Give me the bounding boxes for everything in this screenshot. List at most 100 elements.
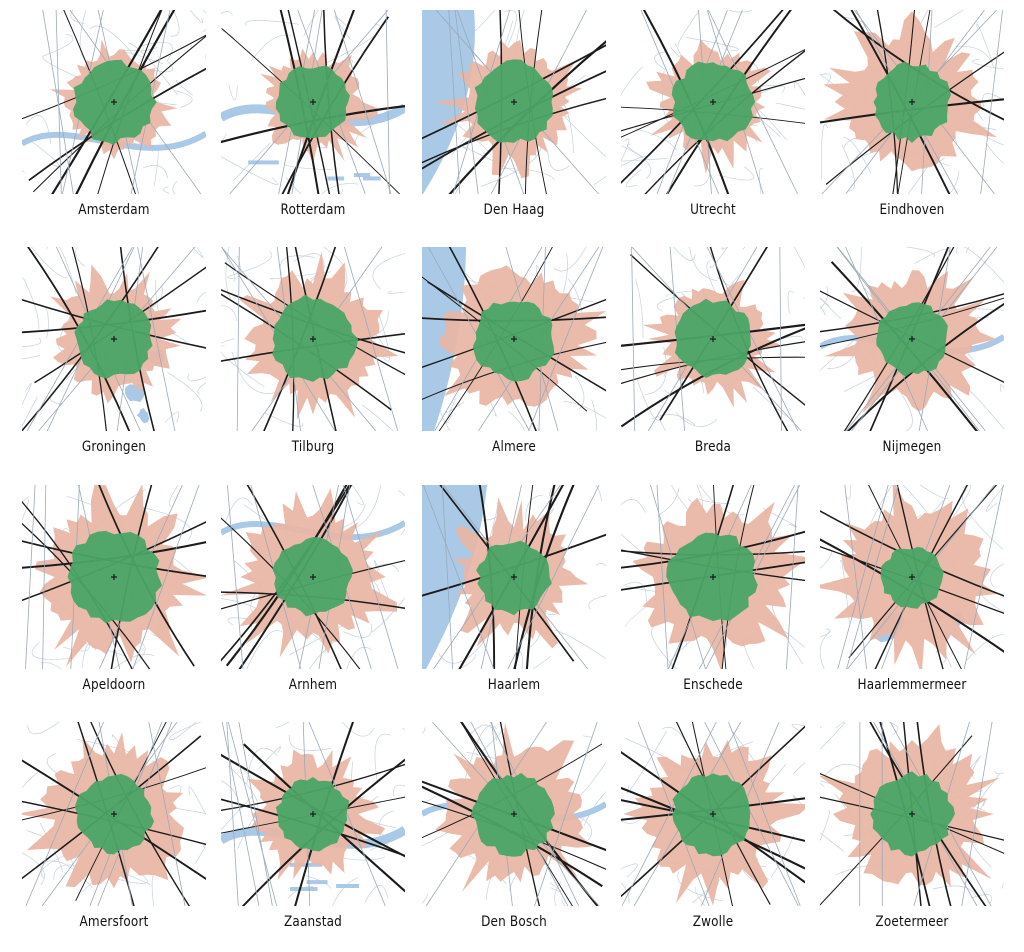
minor-street-line [722, 247, 782, 249]
city-panel: Arnhem [221, 485, 405, 715]
city-map [820, 722, 1004, 906]
minor-street-line [221, 12, 232, 52]
minor-street-line [365, 885, 388, 902]
minor-street-line [518, 905, 571, 906]
city-panel: Zwolle [621, 722, 805, 952]
city-map [22, 485, 206, 669]
minor-street-line [47, 247, 77, 294]
minor-street-line [593, 144, 606, 185]
city-map [221, 10, 405, 194]
minor-street-line [933, 886, 976, 897]
minor-street-line [341, 857, 385, 860]
minor-street-line [168, 372, 203, 411]
minor-street-line [820, 629, 830, 651]
minor-street-line [975, 309, 1004, 311]
minor-street-line [794, 82, 805, 138]
harbour-basin [248, 160, 279, 164]
minor-street-line [323, 24, 380, 65]
minor-street-line [591, 400, 597, 431]
minor-street-line [660, 488, 679, 515]
minor-street-line [915, 249, 949, 264]
city-panel: Breda [621, 247, 805, 477]
minor-street-line [994, 722, 1004, 774]
city-panel: Almere [422, 247, 606, 477]
city-map [221, 247, 405, 431]
road-line [386, 10, 390, 194]
city-name-label: Enschede [634, 677, 792, 693]
city-map-svg [820, 485, 1004, 669]
minor-street-line [289, 735, 331, 751]
minor-street-line [695, 887, 742, 906]
minor-street-line [175, 247, 203, 258]
minor-street-line [22, 274, 25, 341]
city-map [22, 247, 206, 431]
minor-street-line [820, 295, 841, 319]
city-map-svg [820, 247, 1004, 431]
minor-street-line [221, 12, 235, 39]
minor-street-line [28, 722, 78, 734]
minor-street-line [821, 124, 827, 179]
minor-street-line [659, 419, 686, 431]
city-name-label: Amersfoort [35, 914, 193, 930]
minor-street-line [422, 886, 428, 906]
minor-street-line [197, 292, 206, 323]
city-name-label: Almere [435, 439, 593, 455]
minor-street-line [22, 356, 39, 359]
minor-street-line [170, 808, 206, 814]
harbour-basin [327, 177, 344, 181]
city-panel: Den Bosch [422, 722, 606, 952]
minor-street-line [90, 26, 135, 57]
minor-street-line [169, 485, 205, 507]
minor-street-line [229, 85, 238, 100]
city-name-label: Den Bosch [435, 914, 593, 930]
city-panel: Tilburg [221, 247, 405, 477]
minor-street-line [552, 630, 606, 660]
minor-street-line [636, 279, 643, 338]
minor-street-line [195, 844, 206, 864]
city-map-svg [621, 247, 805, 431]
city-map-svg [621, 485, 805, 669]
city-map-svg [422, 247, 606, 431]
minor-street-line [652, 415, 695, 425]
city-panel: Zoetermeer [820, 722, 1004, 952]
minor-street-line [173, 181, 200, 194]
minor-street-line [362, 405, 405, 431]
minor-street-line [669, 485, 688, 509]
minor-street-line [158, 10, 206, 32]
minor-street-line [22, 338, 41, 347]
minor-street-line [671, 43, 681, 57]
minor-street-line [46, 307, 49, 338]
minor-street-line [388, 287, 405, 293]
city-name-label: Zoetermeer [833, 914, 991, 930]
minor-street-line [991, 549, 1004, 587]
minor-street-line [583, 736, 593, 737]
minor-street-line [373, 250, 405, 290]
minor-street-line [221, 153, 278, 184]
city-name-label: Den Haag [435, 202, 593, 218]
city-name-label: Eindhoven [833, 202, 991, 218]
minor-street-line [676, 412, 717, 426]
minor-street-line [316, 722, 374, 736]
city-map [621, 247, 805, 431]
city-panel: Haarlem [422, 485, 606, 715]
city-map [820, 485, 1004, 669]
road-line [632, 247, 635, 431]
city-map-svg [621, 10, 805, 194]
lake-area [137, 408, 150, 424]
minor-street-line [80, 10, 98, 65]
city-map-svg [22, 485, 206, 669]
minor-street-line [228, 252, 272, 277]
city-name-label: Nijmegen [833, 439, 991, 455]
minor-street-line [820, 811, 830, 843]
minor-street-line [820, 549, 831, 604]
minor-street-line [563, 402, 606, 427]
minor-street-line [707, 261, 716, 293]
minor-street-line [304, 10, 326, 36]
minor-street-line [176, 80, 192, 95]
minor-street-line [626, 170, 641, 187]
minor-street-line [977, 24, 993, 63]
minor-street-line [621, 499, 645, 512]
city-panel: Eindhoven [820, 10, 1004, 240]
minor-street-line [657, 297, 676, 311]
city-name-label: Amsterdam [35, 202, 193, 218]
